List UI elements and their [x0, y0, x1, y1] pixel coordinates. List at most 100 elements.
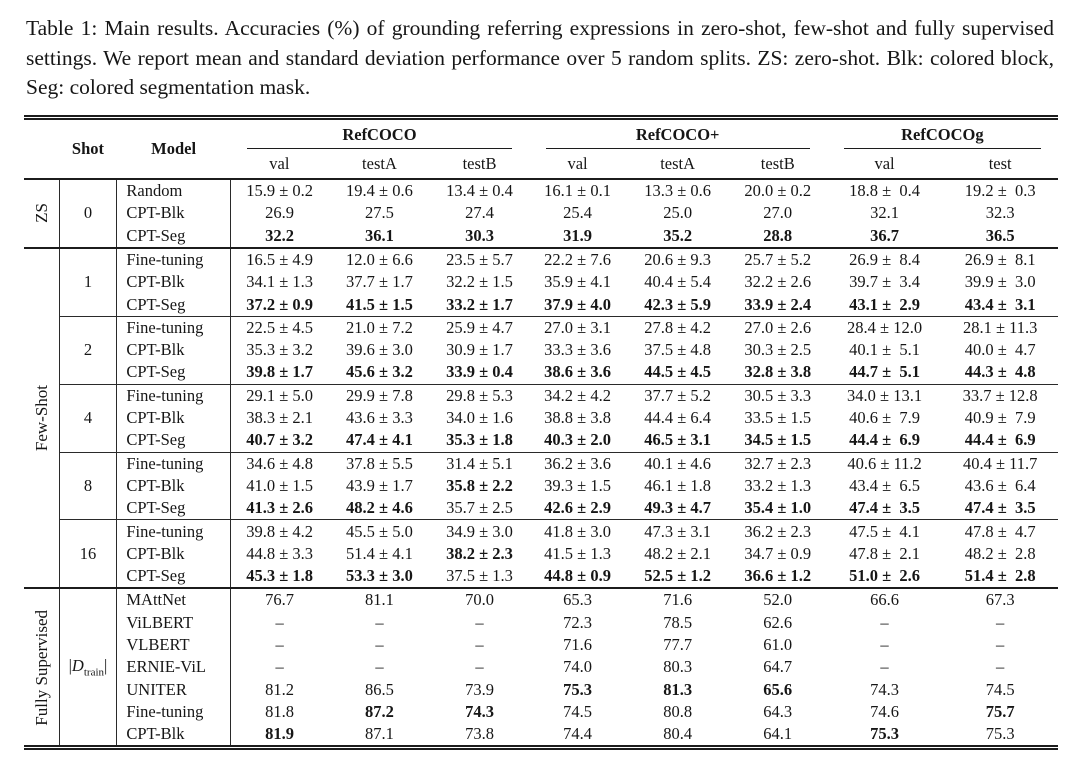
table-row: Fully Supervised |Dtrain| MAttNet 76.7 81.1 7… — [24, 587, 1058, 748]
data-cell: 31.4 ± 5.1 — [430, 451, 529, 475]
table-row: CPT-Blk 38.3 ± 2.1 43.6 ± 3.3 34.0 ± 1.6 38.… — [24, 406, 1058, 430]
shot-cell: 2 — [59, 315, 118, 385]
data-cell: 12.0 ± 6.6 — [328, 246, 431, 272]
data-cell: 27.4 — [465, 203, 494, 223]
data-cell: 40.4 ± 11.7 — [942, 451, 1058, 475]
data-cell: 25.9 ± 4.7 — [430, 315, 529, 340]
model-cell: ERNIE-ViL — [116, 656, 231, 679]
data-cell: 37.9 ± 4.0 — [544, 294, 611, 314]
header-split-val: val — [230, 150, 329, 180]
header-dataset-refcoco+: RefCOCO+ — [529, 117, 827, 151]
table-row: CPT-Blk 81.9 87.1 73.8 74.4 80.4 64.1 75.3 75.3 — [24, 723, 1058, 748]
data-cell: – — [880, 612, 889, 632]
data-cell: 48.2 ± 2.1 — [644, 543, 712, 563]
data-cell: 44.4 ± 6.9 — [849, 430, 921, 450]
data-cell: 40.7 ± 3.2 — [246, 430, 314, 450]
header-dataset-refcoco: RefCOCO — [230, 117, 528, 151]
data-cell: 26.9 ± 8.1 — [942, 246, 1058, 272]
data-cell: 36.2 ± 3.6 — [528, 451, 627, 475]
data-cell: – — [880, 634, 889, 654]
data-cell: 51.4 ± 4.1 — [346, 543, 413, 563]
data-cell: 40.1 ± 4.6 — [626, 451, 729, 475]
data-cell: 40.0 ± 4.7 — [964, 340, 1036, 360]
data-cell: 36.6 ± 1.2 — [744, 566, 812, 586]
model-cell: CPT-Seg — [116, 224, 231, 248]
data-cell: 47.8 ± 2.1 — [849, 543, 921, 563]
data-cell: – — [275, 634, 284, 654]
data-cell: – — [996, 657, 1005, 677]
dataset-name: RefCOCO+ — [635, 124, 720, 144]
data-cell: 71.6 — [626, 587, 729, 612]
data-cell: 46.5 ± 3.1 — [644, 430, 712, 450]
data-cell: 16.5 ± 4.9 — [230, 246, 329, 272]
data-cell: 38.3 ± 2.1 — [246, 408, 314, 428]
data-cell: 41.5 ± 1.3 — [544, 543, 611, 563]
data-cell: 47.4 ± 3.5 — [964, 498, 1036, 518]
data-cell: – — [475, 612, 484, 632]
data-cell: 21.0 ± 7.2 — [328, 315, 431, 340]
data-cell: 39.6 ± 3.0 — [346, 340, 413, 360]
table-row: 16 Fine-tuning 39.8 ± 4.2 45.5 ± 5.0 34.9 ± … — [24, 519, 1058, 589]
data-cell: 41.3 ± 2.6 — [246, 498, 314, 518]
data-cell: 33.3 ± 3.6 — [544, 340, 611, 360]
table-row: 4 Fine-tuning 29.1 ± 5.0 29.9 ± 7.8 29.8 ± 5… — [24, 383, 1058, 453]
data-cell: 48.2 ± 2.8 — [964, 543, 1036, 563]
data-cell: 30.5 ± 3.3 — [728, 383, 827, 407]
shot-cell: 8 — [59, 451, 118, 520]
data-cell: 32.7 ± 2.3 — [728, 451, 827, 475]
data-cell: 66.6 — [826, 587, 943, 612]
data-cell: 35.4 ± 1.0 — [744, 498, 812, 518]
dataset-name: RefCOCO — [342, 124, 417, 144]
data-cell: 86.5 — [365, 679, 394, 699]
data-cell: 75.7 — [985, 701, 1015, 721]
data-cell: 33.2 ± 1.3 — [744, 475, 812, 495]
data-cell: 44.8 ± 0.9 — [544, 566, 611, 586]
data-cell: 32.2 ± 1.5 — [446, 272, 513, 292]
model-cell: CPT-Blk — [116, 474, 231, 498]
data-cell: 39.7 ± 3.4 — [849, 272, 921, 292]
model-cell: CPT-Blk — [116, 339, 231, 362]
data-cell: 43.9 ± 1.7 — [346, 475, 413, 495]
header-shot: Shot — [59, 117, 117, 180]
data-cell: 74.6 — [870, 701, 899, 721]
header-split-test: test — [942, 150, 1058, 180]
data-cell: 45.3 ± 1.8 — [246, 566, 314, 586]
data-cell: 32.1 — [870, 203, 899, 223]
data-cell: 64.3 — [763, 701, 793, 721]
header-split-val: val — [528, 150, 627, 180]
data-cell: 31.9 — [563, 225, 592, 245]
data-cell: 36.7 — [870, 225, 899, 245]
data-cell: – — [996, 634, 1005, 654]
data-cell: 42.3 ± 5.9 — [644, 294, 712, 314]
data-cell: – — [475, 657, 484, 677]
model-cell: CPT-Blk — [116, 202, 231, 225]
data-cell: 29.9 ± 7.8 — [328, 383, 431, 407]
data-cell: 51.0 ± 2.6 — [849, 566, 921, 586]
model-cell: Fine-tuning — [116, 451, 231, 475]
model-cell: CPT-Seg — [116, 361, 231, 385]
data-cell: 48.2 ± 4.6 — [346, 498, 413, 518]
data-cell: 73.8 — [465, 724, 494, 744]
model-cell: Random — [116, 178, 231, 203]
model-cell: CPT-Blk — [116, 406, 231, 430]
model-cell: CPT-Blk — [116, 723, 231, 748]
data-cell: 47.4 ± 3.5 — [849, 498, 921, 518]
data-cell: 37.5 ± 1.3 — [446, 566, 513, 586]
data-cell: 33.5 ± 1.5 — [744, 408, 812, 428]
shot-cell: 16 — [59, 519, 118, 589]
data-cell: 62.6 — [763, 612, 793, 632]
data-cell: 23.5 ± 5.7 — [430, 246, 529, 272]
data-cell: 33.2 ± 1.7 — [446, 294, 513, 314]
model-cell: Fine-tuning — [116, 383, 231, 407]
data-cell: – — [375, 634, 384, 654]
table-header: Shot Model RefCOCO RefCOCO+ RefCOCOg val testA… — [24, 117, 1058, 180]
data-cell: 40.4 ± 5.4 — [644, 272, 712, 292]
model-cell: CPT-Seg — [116, 429, 231, 453]
data-cell: 37.7 ± 1.7 — [346, 272, 413, 292]
data-cell: 87.2 — [365, 701, 394, 721]
model-cell: CPT-Seg — [116, 293, 231, 317]
data-cell: 20.0 ± 0.2 — [744, 181, 812, 201]
table-row: CPT-Blk 35.3 ± 3.2 39.6 ± 3.0 30.9 ± 1.7 33.… — [24, 339, 1058, 362]
section-label-cell: ZS — [24, 178, 60, 248]
data-cell: 19.4 ± 0.6 — [346, 181, 413, 201]
